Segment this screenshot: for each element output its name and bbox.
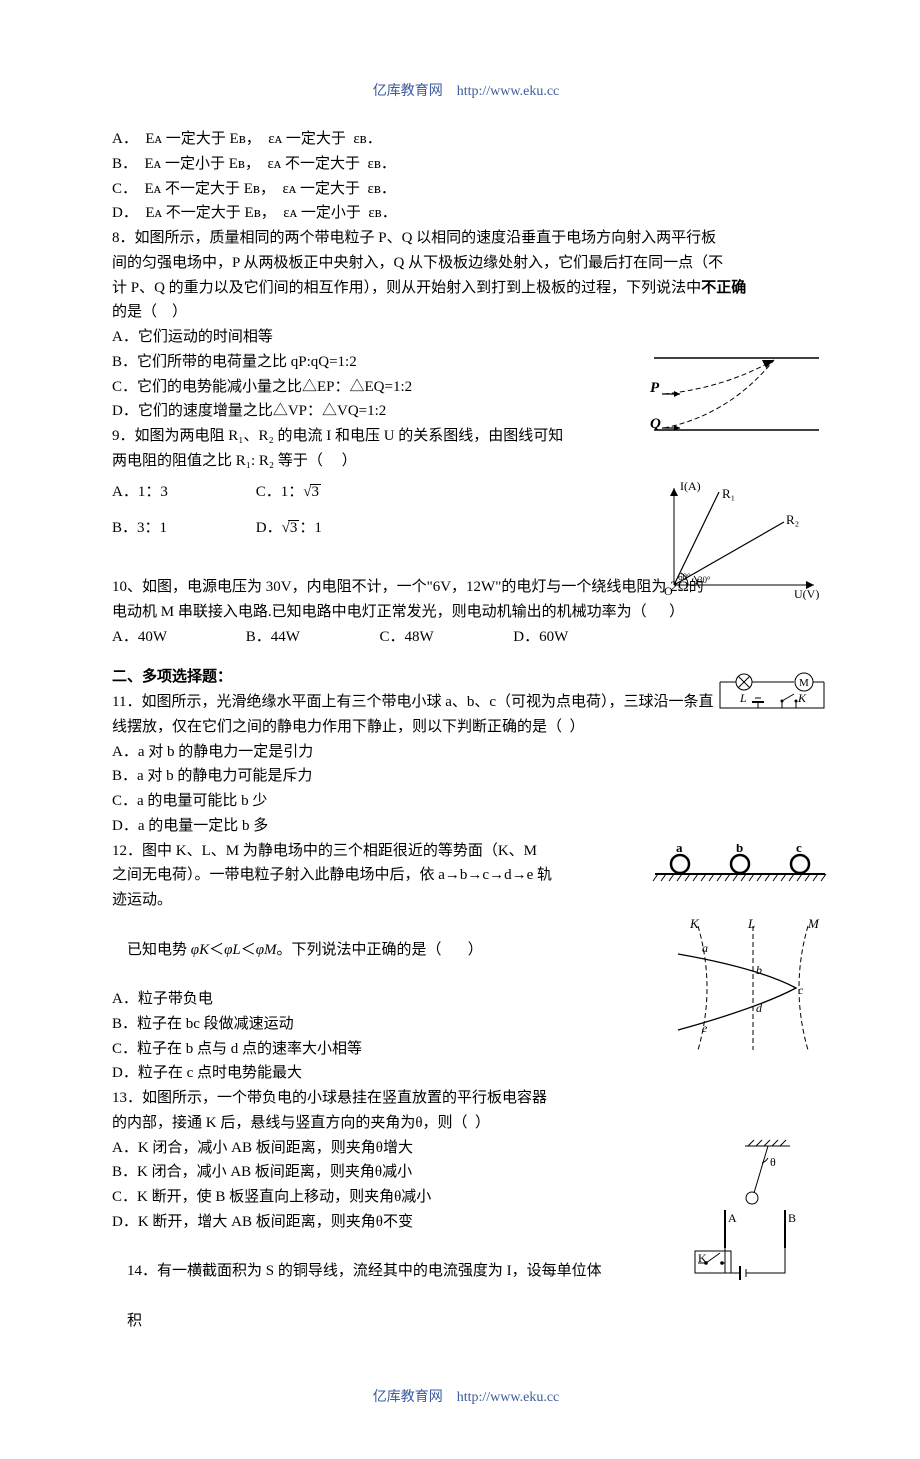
q11-option-d: D．a 的电量一定比 b 多 (112, 814, 820, 839)
q11-option-c: C．a 的电量可能比 b 少 (112, 789, 820, 814)
fig-q10-l: L (739, 691, 747, 705)
q11-stem-line2: 线摆放，仅在它们之间的静电力作用下静止，则以下判断正确的是（ ） (112, 715, 820, 740)
phi-k: φK (191, 942, 209, 958)
q8-stem-part3c: 的是（ ） (112, 304, 187, 320)
fig-q11-c: c (796, 844, 802, 855)
q11-b-text: B．a 对 b 的静电力可能是斥力 (112, 768, 312, 784)
fig-q10-k: K (797, 691, 807, 705)
q9-option-d: D．√3：1 (256, 520, 322, 536)
q13-stem-line2: 的内部，接通 K 后，悬线与竖直方向的夹角为θ，则（ ） (112, 1111, 820, 1136)
q8-stem-part3a: 计 P、Q 的重力以及它们间的相互作用），则从开始射入到打到上极板的过程，下列说… (112, 280, 701, 296)
fig-q13-a: A (728, 1211, 737, 1225)
fig-q13-b: B (788, 1211, 796, 1225)
q8-stem-line2: 间的匀强电场中，P 从两极板正中央射入，Q 从下极板边缘处射入，它们最后打在同一… (112, 251, 820, 276)
fig-q12-m: M (807, 918, 820, 931)
fig-q12-l: L (747, 918, 755, 931)
fig-q12-c: c (798, 983, 804, 997)
q12-stem-line3: 迹运动。 (112, 888, 820, 913)
fig-q12-d: d (756, 1001, 763, 1015)
q11-option-b: B．a 对 b 的静电力可能是斥力 (112, 764, 820, 789)
figure-q9: I(A) U(V) R₁ R₂ 60° 30° O (654, 480, 824, 600)
q7-option-b: B． Eᴀ 一定小于 Eʙ， εᴀ 不一定大于 εʙ． (112, 152, 820, 177)
phi-l: φL (224, 942, 241, 958)
q9-option-c: C．1：√3 (256, 484, 321, 500)
fig-q10-m: M (799, 677, 809, 689)
fig-q12-k: K (689, 918, 700, 931)
phi-m: φM (256, 942, 277, 958)
q10-option-b: B．44W (246, 625, 376, 650)
q10-option-c: C．48W (380, 625, 510, 650)
q9-option-d-sqrt: 3 (288, 520, 300, 536)
fig-q9-u: U(V) (794, 587, 819, 600)
fig-q9-r2: R₂ (786, 512, 799, 527)
q11-option-a: A．a 对 b 的静电力一定是引力 (112, 740, 820, 765)
phi-k-text: φK (191, 942, 209, 958)
figure-q11: a b c (650, 844, 830, 884)
q8-stem-part3b: 不正确 (701, 280, 746, 296)
q10-option-a: A．40W (112, 625, 242, 650)
figure-q12: K L M a b c d e (668, 918, 828, 1058)
fig-q9-a30: 30° (698, 575, 711, 585)
q11-a-text: A．a 对 b 的静电力一定是引力 (112, 744, 313, 760)
q9-option-c-sqrt: 3 (310, 484, 322, 500)
fig-q11-a: a (676, 844, 683, 855)
q10-stem-line2: 电动机 M 串联接入电路.已知电路中电灯正常发光，则电动机输出的机械功率为（ ） (112, 600, 820, 625)
header-url: http://www.eku.cc (457, 84, 560, 99)
q13-stem-line1: 13．如图所示，一个带负电的小球悬挂在竖直放置的平行板电容器 (112, 1086, 820, 1111)
q9-option-a: A．1：3 (112, 480, 252, 505)
q12-stem4-pre: 已知电势 (127, 942, 191, 958)
lt1: ＜ (209, 942, 224, 958)
header-brand: 亿库教育网 (373, 84, 443, 99)
q9-stem-line2: 两电阻的阻值之比 R₁: R₂ 等于（ ） (112, 449, 820, 474)
phi-l-text: φL (224, 942, 241, 958)
fig-q12-b: b (756, 963, 762, 977)
fig-q12-e: e (702, 1021, 708, 1035)
fig-q9-a60: 60° (678, 572, 691, 582)
q8-option-a: A．它们运动的时间相等 (112, 325, 820, 350)
phi-m-text: φM (256, 942, 277, 958)
fig-q9-r1: R₁ (722, 486, 735, 501)
page: 亿库教育网 http://www.eku.cc A． Eᴀ 一定大于 Eʙ， ε… (0, 0, 920, 1459)
q11-stem-text1: 11．如图所示，光滑绝缘水平面上有三个带电小球 a、b、c（可视为点电荷），三球… (112, 694, 714, 710)
q12-option-d: D．粒子在 c 点时电势能最大 (112, 1061, 820, 1086)
q11-c-text: C．a 的电量可能比 b 少 (112, 793, 267, 809)
q12-stem4-post: 。下列说法中正确的是（ ） (277, 942, 483, 958)
figure-q8: P Q (644, 350, 824, 445)
fig-q9-o: O (664, 584, 673, 598)
figure-q10: M L K (712, 668, 832, 718)
page-header: 亿库教育网 http://www.eku.cc (112, 80, 820, 103)
footer-brand: 亿库教育网 (373, 1390, 443, 1405)
q14-stem-post: 积 (127, 1313, 142, 1329)
fig-q12-a: a (702, 941, 708, 955)
q7-option-a: A． Eᴀ 一定大于 Eʙ， εᴀ 一定大于 εʙ． (112, 127, 820, 152)
fig-q13-k: K (698, 1251, 707, 1265)
q7-option-c: C． Eᴀ 不一定大于 Eʙ， εᴀ 一定大于 εʙ． (112, 177, 820, 202)
lt2: ＜ (241, 942, 256, 958)
fig-q8-p: P (650, 380, 660, 396)
q10-option-d: D．60W (513, 625, 643, 650)
q9-option-c-pre: C．1： (256, 484, 304, 500)
page-footer: 亿库教育网 http://www.eku.cc (112, 1386, 820, 1409)
footer-url: http://www.eku.cc (457, 1390, 560, 1405)
fig-q8-q: Q (650, 416, 661, 432)
q9-option-b: B．3：1 (112, 516, 252, 541)
q14-stem-pre: 14．有一横截面积为 S 的铜导线，流经其中的电流强度为 I，设每单位体 (127, 1263, 602, 1279)
q8-stem-line3: 计 P、Q 的重力以及它们间的相互作用），则从开始射入到打到上极板的过程，下列说… (112, 276, 820, 326)
fig-q9-i: I(A) (680, 480, 701, 493)
figure-q13: θ A B K (690, 1138, 820, 1283)
q10-options: A．40W B．44W C．48W D．60W (112, 625, 820, 650)
fig-q13-theta: θ (770, 1155, 776, 1169)
q8-stem-line1: 8．如图所示，质量相同的两个带电粒子 P、Q 以相同的速度沿垂直于电场方向射入两… (112, 226, 820, 251)
q9-option-d-pre: D． (256, 520, 282, 536)
q11-d-text: D．a 的电量一定比 b 多 (112, 818, 268, 834)
q9-option-d-post: ：1 (299, 520, 322, 536)
q7-option-d: D． Eᴀ 不一定大于 Eʙ， εᴀ 一定小于 εʙ． (112, 201, 820, 226)
fig-q11-b: b (736, 844, 743, 855)
